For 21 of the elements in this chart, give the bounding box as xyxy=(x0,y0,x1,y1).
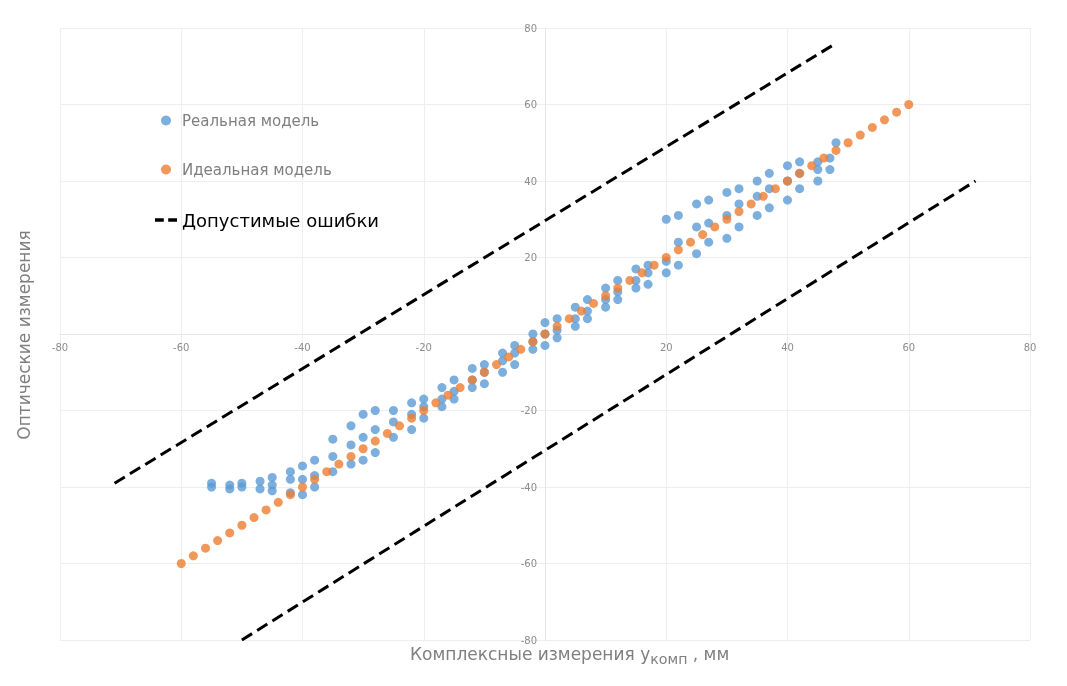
y-tick-label: 60 xyxy=(524,99,537,110)
y-tick-label: -80 xyxy=(520,634,537,646)
x-tick-label: 80 xyxy=(1023,341,1037,353)
legend-label: Допустимые ошибки xyxy=(182,209,380,231)
x-tick-label: -40 xyxy=(294,341,311,353)
legend-label: Идеальная модель xyxy=(182,160,332,179)
x-tick-label: -80 xyxy=(51,341,69,353)
y-tick-label: -60 xyxy=(520,558,537,569)
y-axis-title: Оптические измерения xyxy=(14,230,34,440)
x-tick-label: 60 xyxy=(902,341,916,353)
x-tick-label: -20 xyxy=(415,341,432,353)
y-tick-label: 80 xyxy=(524,22,537,34)
x-tick-label: 20 xyxy=(659,341,673,353)
y-tick-label: -20 xyxy=(520,405,537,416)
x-tick-label: -60 xyxy=(173,341,190,353)
x-axis-title: Комплексные измерения y$_{комп}$ , мм xyxy=(410,644,730,668)
legend-label: Реальная модель xyxy=(182,111,320,130)
y-tick-label: 40 xyxy=(524,175,537,187)
y-tick-label: -40 xyxy=(520,481,537,493)
y-tick-label: 20 xyxy=(524,252,537,263)
x-tick-label: 40 xyxy=(781,341,794,353)
